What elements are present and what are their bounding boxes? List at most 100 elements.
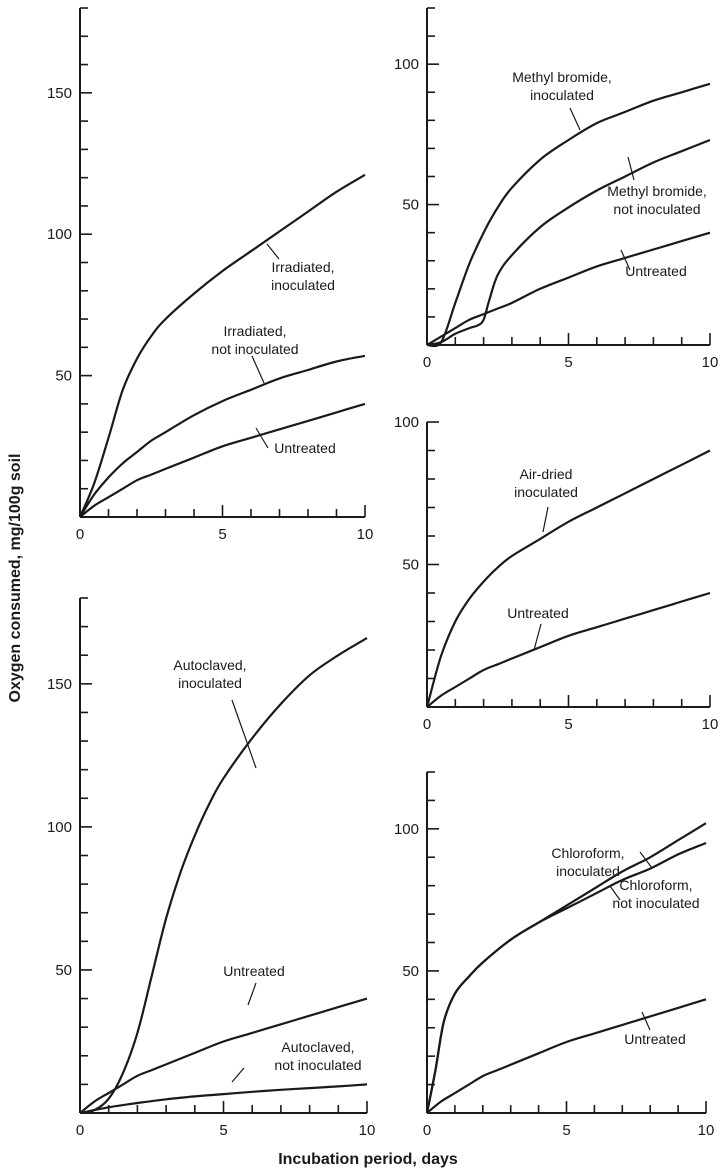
series-label: Untreated	[625, 263, 686, 279]
label-leader-line	[641, 1011, 651, 1031]
series-label-line: Untreated	[624, 1031, 685, 1047]
series-line-4-2	[426, 998, 707, 1114]
label-leader-line	[627, 156, 635, 181]
series-line-2-1	[426, 591, 711, 708]
y-tick-label: 50	[55, 962, 72, 979]
x-tick-label: 10	[702, 716, 719, 733]
series-label-line: Chloroform,	[551, 845, 624, 861]
curve-label-group: Untreated	[620, 249, 687, 279]
x-tick-label: 5	[564, 716, 572, 733]
series-line-4-1	[425, 841, 707, 1114]
curve-label-group: Methyl bromide, not inoculated	[607, 156, 707, 217]
y-tick-label: 100	[394, 414, 419, 431]
curve-label-group: Untreated	[624, 1011, 686, 1047]
x-tick-label: 5	[219, 1122, 227, 1139]
y-tick-label: 150	[47, 85, 72, 102]
series-label-line: not inoculated	[612, 895, 699, 911]
x-tick-label: 0	[76, 1122, 84, 1139]
curve-label-group: Untreated	[507, 605, 569, 651]
label-leader-line	[231, 699, 257, 769]
series-label-line: Chloroform,	[619, 877, 692, 893]
x-tick-label: 0	[423, 716, 431, 733]
series-label-line: Methyl bromide,	[607, 183, 707, 199]
label-leader-line	[266, 243, 280, 260]
label-leader-line	[247, 982, 257, 1006]
series-label-line: Irradiated,	[223, 323, 286, 339]
series-label-line: not inoculated	[613, 201, 700, 217]
series-line-0-0	[78, 173, 366, 518]
series-label: Air-dried inoculated	[514, 466, 578, 500]
series-label: Untreated	[223, 963, 284, 979]
chart-panel-middle-right: 50 100 0 5 10	[394, 414, 718, 733]
x-tick-label: 5	[562, 1122, 570, 1139]
series-label-line: Air-dried	[520, 466, 573, 482]
series-line-1-0	[426, 82, 711, 348]
label-leader-line	[231, 1067, 245, 1083]
y-tick-label: 100	[394, 821, 419, 838]
series-label: Untreated	[507, 605, 568, 621]
series-label-line: Untreated	[507, 605, 568, 621]
curve-label-group: Chloroform, not inoculated	[612, 851, 700, 911]
y-tick-label: 50	[402, 963, 419, 980]
curve-label-group: Irradiated, inoculated	[266, 243, 335, 293]
series-label: Chloroform, inoculated	[551, 845, 624, 879]
x-tick-label: 10	[357, 526, 374, 543]
curve-label-group: Chloroform, inoculated	[551, 845, 625, 901]
series-label: Autoclaved, not inoculated	[274, 1039, 361, 1073]
series-label-line: inoculated	[178, 675, 242, 691]
series-label-line: inoculated	[556, 863, 620, 879]
y-tick-label: 100	[47, 226, 72, 243]
x-tick-label: 10	[702, 354, 719, 371]
x-tick-label: 10	[359, 1122, 376, 1139]
x-tick-label: 5	[218, 526, 226, 543]
series-label-line: not inoculated	[211, 341, 298, 357]
label-leader-line	[533, 623, 542, 651]
curve-label-group: Air-dried inoculated	[514, 466, 578, 533]
series-label-line: not inoculated	[274, 1057, 361, 1073]
y-axis-title: Oxygen consumed, mg/100g soil	[7, 454, 24, 703]
y-tick-label: 100	[47, 819, 72, 836]
curve-label-group: Autoclaved, not inoculated	[231, 1039, 362, 1083]
series-label-line: Autoclaved,	[173, 657, 246, 673]
x-tick-label: 5	[564, 354, 572, 371]
label-leader-line	[251, 355, 265, 384]
x-tick-label: 10	[698, 1122, 715, 1139]
curve-label-group: Irradiated, not inoculated	[211, 323, 299, 384]
series-line-1-2	[426, 231, 711, 346]
series-label: Irradiated, not inoculated	[211, 323, 298, 357]
series-line-3-2	[79, 1083, 368, 1115]
series-label-line: Methyl bromide,	[512, 69, 612, 85]
series-label: Irradiated, inoculated	[271, 259, 335, 293]
y-tick-label: 50	[55, 368, 72, 385]
series-label: Methyl bromide, inoculated	[512, 69, 612, 103]
curve-label-group: Methyl bromide, inoculated	[512, 69, 612, 131]
curve-label-group: Untreated	[255, 427, 336, 456]
series-label-line: Untreated	[625, 263, 686, 279]
series-line-3-1	[79, 997, 368, 1114]
x-tick-label: 0	[423, 354, 431, 371]
chart-panel-top-right: 50 100 0 5 10	[394, 7, 719, 371]
y-tick-label: 100	[394, 56, 419, 73]
series-label: Autoclaved, inoculated	[173, 657, 246, 691]
series-label: Untreated	[274, 440, 335, 456]
series-label-line: Autoclaved,	[281, 1039, 354, 1055]
label-leader-line	[639, 851, 653, 869]
x-tick-label: 0	[76, 526, 84, 543]
chart-panel-bottom-left: 50 100 150 0 5 10	[47, 597, 376, 1139]
series-label-line: Irradiated,	[271, 259, 334, 275]
y-tick-label: 50	[402, 197, 419, 214]
series-line-0-2	[79, 402, 366, 518]
label-leader-line	[255, 427, 269, 449]
series-label-line: Untreated	[274, 440, 335, 456]
label-leader-line	[569, 107, 581, 131]
label-leader-line	[542, 506, 549, 533]
label-leader-line	[609, 885, 621, 901]
chart-panel-bottom-right: 50 100 0 5 10	[394, 771, 715, 1139]
y-tick-label: 150	[47, 676, 72, 693]
curve-label-group: Autoclaved, inoculated	[173, 657, 257, 769]
chart-panel-top-left: 50 100 150 0 5 10	[47, 7, 374, 543]
series-label: Chloroform, not inoculated	[612, 877, 699, 911]
x-axis-title: Incubation period, days	[278, 1151, 458, 1168]
